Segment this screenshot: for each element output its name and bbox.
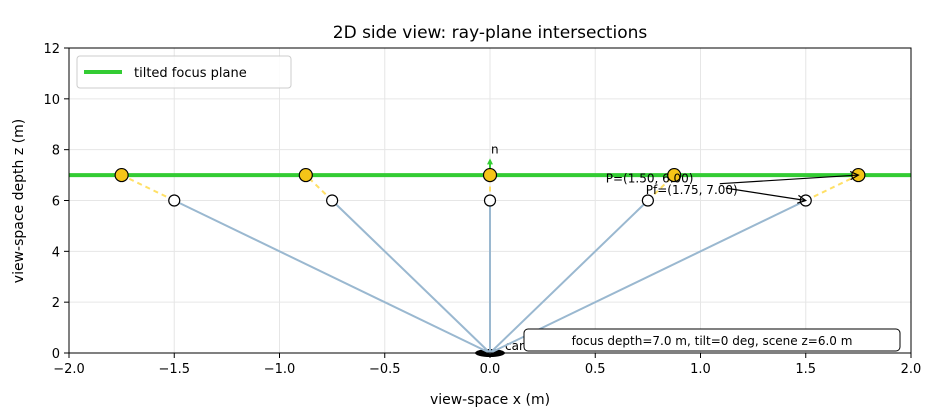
ray-line	[489, 199, 649, 354]
x-tick-label: −2.0	[53, 362, 85, 377]
focus-point	[298, 167, 313, 183]
focus-point	[667, 167, 682, 183]
ray-line	[489, 199, 807, 354]
x-tick-label: 1.5	[795, 362, 816, 377]
scene-point	[326, 194, 339, 207]
x-tick-label: −0.5	[369, 362, 401, 377]
normal-label: n	[491, 142, 499, 156]
y-tick-label: 0	[52, 347, 60, 362]
scene-point	[641, 194, 654, 207]
ray-line	[331, 199, 491, 354]
y-axis-label: view-space depth z (m)	[11, 119, 27, 283]
legend-box	[76, 55, 292, 89]
y-tick-label: 4	[52, 245, 60, 260]
x-tick-label: −1.0	[264, 362, 296, 377]
y-tick-label: 10	[43, 93, 60, 108]
annotation-arrow	[719, 174, 859, 185]
chart-title: 2D side view: ray-plane intersections	[333, 23, 648, 43]
scene-point	[168, 194, 181, 207]
annotation-arrowhead	[849, 171, 860, 181]
legend: tilted focus plane	[76, 55, 292, 89]
plot-data: cameranP=(1.50, 6.00)Pf=(1.75, 7.00)	[69, 142, 911, 357]
info-box: focus depth=7.0 m, tilt=0 deg, scene z=6…	[523, 328, 901, 352]
focus-point	[482, 167, 498, 183]
axis-ticks: −2.0 −1.5 −1.0 −0.5 0.0 0.5 1.0 1.5 2.0 0 2 4 6 8 10 12	[43, 42, 921, 377]
y-tick-label: 12	[43, 42, 60, 57]
info-box-frame	[523, 328, 901, 352]
info-box-text: focus depth=7.0 m, tilt=0 deg, scene z=6…	[572, 334, 853, 348]
ray-extension	[805, 174, 859, 202]
x-tick-label: 1.0	[690, 362, 711, 377]
focus-point	[114, 167, 129, 183]
x-tick-label: 0.0	[480, 362, 501, 377]
annotation-label: Pf=(1.75, 7.00)	[646, 183, 738, 197]
normal-arrowhead	[487, 158, 493, 165]
y-tick-label: 6	[52, 195, 60, 210]
x-axis-label: view-space x (m)	[430, 392, 550, 408]
annotation-arrowhead	[797, 194, 808, 204]
x-tick-label: −1.5	[158, 362, 190, 377]
x-tick-label: 2.0	[901, 362, 922, 377]
annotation-arrow	[725, 187, 806, 202]
ray-line	[173, 199, 491, 354]
scene-point	[483, 194, 497, 207]
legend-label-focus-plane: tilted focus plane	[134, 66, 247, 81]
y-tick-label: 2	[52, 296, 60, 311]
annotation-label: P=(1.50, 6.00)	[606, 172, 694, 186]
x-tick-label: 0.5	[585, 362, 606, 377]
ray-extension	[121, 174, 175, 202]
y-tick-label: 8	[52, 144, 60, 159]
